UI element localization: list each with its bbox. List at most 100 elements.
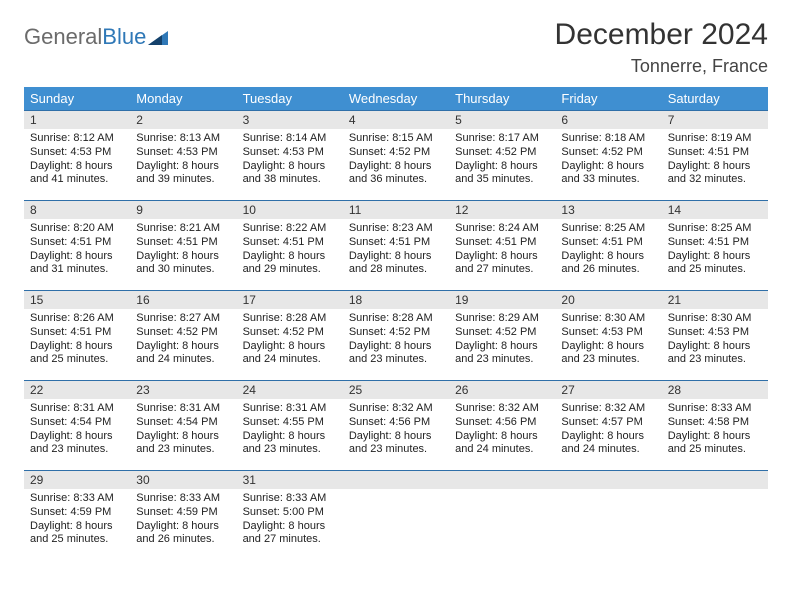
weekday-header: Thursday <box>449 87 555 111</box>
weekday-header: Sunday <box>24 87 130 111</box>
daylight-line: Daylight: 8 hours and 36 minutes. <box>349 160 443 188</box>
daylight-line: Daylight: 8 hours and 24 minutes. <box>455 430 549 458</box>
day-cell: 24Sunrise: 8:31 AMSunset: 4:55 PMDayligh… <box>237 381 343 471</box>
day-number: 10 <box>237 201 343 219</box>
daylight-line: Daylight: 8 hours and 30 minutes. <box>136 250 230 278</box>
day-details: Sunrise: 8:23 AMSunset: 4:51 PMDaylight:… <box>343 219 449 281</box>
sunrise-line: Sunrise: 8:33 AM <box>243 492 337 506</box>
sunset-line: Sunset: 4:59 PM <box>30 506 124 520</box>
sunrise-line: Sunrise: 8:33 AM <box>30 492 124 506</box>
day-details: Sunrise: 8:25 AMSunset: 4:51 PMDaylight:… <box>555 219 661 281</box>
sunset-line: Sunset: 4:51 PM <box>136 236 230 250</box>
day-number: 3 <box>237 111 343 129</box>
day-number: 14 <box>662 201 768 219</box>
sunrise-line: Sunrise: 8:31 AM <box>136 402 230 416</box>
title-block: December 2024 Tonnerre, France <box>555 18 768 77</box>
sunrise-line: Sunrise: 8:24 AM <box>455 222 549 236</box>
day-number: 2 <box>130 111 236 129</box>
sunset-line: Sunset: 4:53 PM <box>243 146 337 160</box>
day-cell: 4Sunrise: 8:15 AMSunset: 4:52 PMDaylight… <box>343 111 449 201</box>
day-details: Sunrise: 8:12 AMSunset: 4:53 PMDaylight:… <box>24 129 130 191</box>
day-number: 8 <box>24 201 130 219</box>
day-number: 6 <box>555 111 661 129</box>
calendar-row: 29Sunrise: 8:33 AMSunset: 4:59 PMDayligh… <box>24 471 768 561</box>
day-details: Sunrise: 8:33 AMSunset: 4:59 PMDaylight:… <box>130 489 236 551</box>
sunset-line: Sunset: 4:52 PM <box>243 326 337 340</box>
daylight-line: Daylight: 8 hours and 25 minutes. <box>30 340 124 368</box>
daylight-line: Daylight: 8 hours and 25 minutes. <box>668 430 762 458</box>
day-cell: 28Sunrise: 8:33 AMSunset: 4:58 PMDayligh… <box>662 381 768 471</box>
day-details: Sunrise: 8:24 AMSunset: 4:51 PMDaylight:… <box>449 219 555 281</box>
weekday-header: Saturday <box>662 87 768 111</box>
day-cell: 6Sunrise: 8:18 AMSunset: 4:52 PMDaylight… <box>555 111 661 201</box>
sunset-line: Sunset: 4:51 PM <box>455 236 549 250</box>
day-number: 28 <box>662 381 768 399</box>
day-number: 19 <box>449 291 555 309</box>
sunrise-line: Sunrise: 8:32 AM <box>455 402 549 416</box>
day-details: Sunrise: 8:20 AMSunset: 4:51 PMDaylight:… <box>24 219 130 281</box>
sunrise-line: Sunrise: 8:28 AM <box>349 312 443 326</box>
day-cell: 1Sunrise: 8:12 AMSunset: 4:53 PMDaylight… <box>24 111 130 201</box>
daylight-line: Daylight: 8 hours and 23 minutes. <box>349 430 443 458</box>
day-cell: 22Sunrise: 8:31 AMSunset: 4:54 PMDayligh… <box>24 381 130 471</box>
day-number: 15 <box>24 291 130 309</box>
sunrise-line: Sunrise: 8:31 AM <box>243 402 337 416</box>
day-cell: 13Sunrise: 8:25 AMSunset: 4:51 PMDayligh… <box>555 201 661 291</box>
day-cell: 12Sunrise: 8:24 AMSunset: 4:51 PMDayligh… <box>449 201 555 291</box>
header: GeneralBlue December 2024 Tonnerre, Fran… <box>24 18 768 77</box>
day-number: 9 <box>130 201 236 219</box>
day-number: 1 <box>24 111 130 129</box>
day-cell: 21Sunrise: 8:30 AMSunset: 4:53 PMDayligh… <box>662 291 768 381</box>
day-number: 25 <box>343 381 449 399</box>
day-cell: 25Sunrise: 8:32 AMSunset: 4:56 PMDayligh… <box>343 381 449 471</box>
day-details: Sunrise: 8:19 AMSunset: 4:51 PMDaylight:… <box>662 129 768 191</box>
sunset-line: Sunset: 4:53 PM <box>136 146 230 160</box>
calendar-table: Sunday Monday Tuesday Wednesday Thursday… <box>24 87 768 561</box>
sunset-line: Sunset: 4:51 PM <box>668 146 762 160</box>
day-details: Sunrise: 8:17 AMSunset: 4:52 PMDaylight:… <box>449 129 555 191</box>
daylight-line: Daylight: 8 hours and 35 minutes. <box>455 160 549 188</box>
day-details: Sunrise: 8:33 AMSunset: 4:59 PMDaylight:… <box>24 489 130 551</box>
daylight-line: Daylight: 8 hours and 23 minutes. <box>455 340 549 368</box>
daylight-line: Daylight: 8 hours and 29 minutes. <box>243 250 337 278</box>
day-details: Sunrise: 8:32 AMSunset: 4:57 PMDaylight:… <box>555 399 661 461</box>
daylight-line: Daylight: 8 hours and 26 minutes. <box>561 250 655 278</box>
brand-logo: GeneralBlue <box>24 18 170 50</box>
sunset-line: Sunset: 4:53 PM <box>668 326 762 340</box>
daylight-line: Daylight: 8 hours and 38 minutes. <box>243 160 337 188</box>
sunset-line: Sunset: 4:51 PM <box>668 236 762 250</box>
daylight-line: Daylight: 8 hours and 24 minutes. <box>136 340 230 368</box>
daylight-line: Daylight: 8 hours and 25 minutes. <box>668 250 762 278</box>
sunrise-line: Sunrise: 8:30 AM <box>668 312 762 326</box>
weekday-header: Wednesday <box>343 87 449 111</box>
day-number <box>555 471 661 489</box>
day-number: 31 <box>237 471 343 489</box>
day-number: 21 <box>662 291 768 309</box>
sunset-line: Sunset: 4:54 PM <box>136 416 230 430</box>
day-details: Sunrise: 8:30 AMSunset: 4:53 PMDaylight:… <box>555 309 661 371</box>
day-details: Sunrise: 8:33 AMSunset: 4:58 PMDaylight:… <box>662 399 768 461</box>
day-number: 13 <box>555 201 661 219</box>
sunrise-line: Sunrise: 8:27 AM <box>136 312 230 326</box>
sunset-line: Sunset: 4:51 PM <box>349 236 443 250</box>
sunrise-line: Sunrise: 8:28 AM <box>243 312 337 326</box>
day-number: 12 <box>449 201 555 219</box>
day-number <box>343 471 449 489</box>
sunrise-line: Sunrise: 8:33 AM <box>668 402 762 416</box>
sunset-line: Sunset: 4:51 PM <box>30 326 124 340</box>
day-number: 23 <box>130 381 236 399</box>
day-cell: 19Sunrise: 8:29 AMSunset: 4:52 PMDayligh… <box>449 291 555 381</box>
sunrise-line: Sunrise: 8:22 AM <box>243 222 337 236</box>
daylight-line: Daylight: 8 hours and 27 minutes. <box>455 250 549 278</box>
day-cell: 16Sunrise: 8:27 AMSunset: 4:52 PMDayligh… <box>130 291 236 381</box>
daylight-line: Daylight: 8 hours and 32 minutes. <box>668 160 762 188</box>
day-cell: 17Sunrise: 8:28 AMSunset: 4:52 PMDayligh… <box>237 291 343 381</box>
daylight-line: Daylight: 8 hours and 23 minutes. <box>243 430 337 458</box>
day-details: Sunrise: 8:22 AMSunset: 4:51 PMDaylight:… <box>237 219 343 281</box>
day-number: 7 <box>662 111 768 129</box>
sunrise-line: Sunrise: 8:29 AM <box>455 312 549 326</box>
weekday-header: Friday <box>555 87 661 111</box>
calendar-row: 1Sunrise: 8:12 AMSunset: 4:53 PMDaylight… <box>24 111 768 201</box>
sunset-line: Sunset: 4:51 PM <box>561 236 655 250</box>
day-details: Sunrise: 8:15 AMSunset: 4:52 PMDaylight:… <box>343 129 449 191</box>
